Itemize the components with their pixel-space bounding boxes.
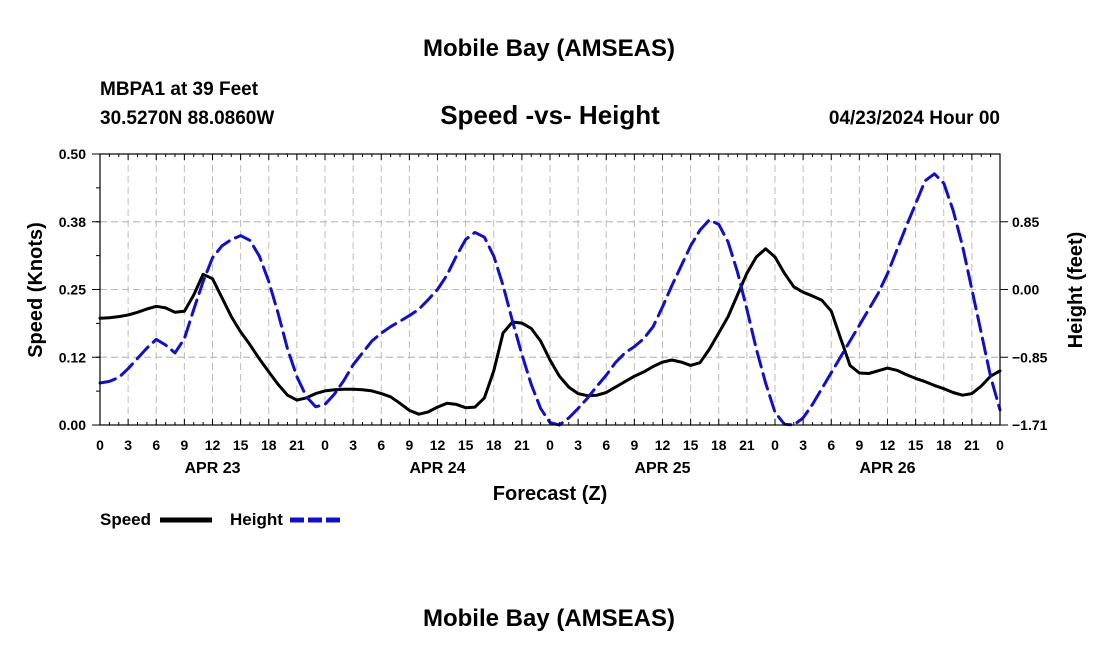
legend: Speed Height <box>100 510 342 529</box>
x-tick-label: 0 <box>96 437 104 453</box>
x-tick-label: 15 <box>683 437 699 453</box>
chart-title: Speed -vs- Height <box>440 100 660 130</box>
y-tick-label: 0.38 <box>59 214 86 230</box>
x-tick-label: 15 <box>458 437 474 453</box>
day-label: APR 24 <box>409 460 465 477</box>
day-label: APR 23 <box>184 460 240 477</box>
grid-lines <box>100 154 1000 426</box>
x-tick-label: 6 <box>827 437 835 453</box>
speed-series-line <box>98 247 1002 416</box>
x-tick-label: 3 <box>124 437 132 453</box>
x-tick-label: 18 <box>936 437 952 453</box>
x-tick-label: 12 <box>430 437 446 453</box>
y2-tick-label: 0.85 <box>1012 214 1039 230</box>
day-label: APR 25 <box>634 460 690 477</box>
x-tick-label: 3 <box>574 437 582 453</box>
station-coordinates: 30.5270N 88.0860W <box>100 108 274 129</box>
x-tick-label: 18 <box>486 437 502 453</box>
page-title: Mobile Bay (AMSEAS) <box>423 35 675 62</box>
x-tick-label: 12 <box>880 437 896 453</box>
y2-tick-label: −1.71 <box>1012 417 1048 433</box>
x-axis-label: Forecast (Z) <box>493 483 607 505</box>
x-tick-label: 3 <box>349 437 357 453</box>
x-tick-label: 15 <box>233 437 249 453</box>
y2-tick-label: −0.85 <box>1012 349 1048 365</box>
y-axis-label: Speed (Knots) <box>25 222 47 358</box>
x-tick-label: 9 <box>405 437 413 453</box>
x-tick-label: 21 <box>964 437 980 453</box>
x-tick-label: 6 <box>152 437 160 453</box>
axis-ticks: 0 3 6 9 12 15 18 21 0 3 6 9 12 15 18 21 0 3 6 9 12 15 18 21 0 3 6 9… <box>59 146 1048 477</box>
x-tick-label: 9 <box>180 437 188 453</box>
y2-tick-label: 0.00 <box>1012 282 1039 298</box>
x-tick-label: 12 <box>205 437 221 453</box>
legend-height-label: Height <box>230 510 283 529</box>
x-tick-label: 0 <box>321 437 329 453</box>
x-tick-label: 21 <box>739 437 755 453</box>
x-tick-label: 0 <box>996 437 1004 453</box>
x-tick-label: 12 <box>655 437 671 453</box>
x-tick-label: 21 <box>514 437 530 453</box>
x-tick-label: 18 <box>261 437 277 453</box>
x-tick-label: 0 <box>546 437 554 453</box>
x-tick-label: 9 <box>855 437 863 453</box>
y-tick-label: 0.12 <box>59 349 86 365</box>
y-tick-label: 0.00 <box>59 417 86 433</box>
x-tick-label: 21 <box>289 437 305 453</box>
x-tick-label: 3 <box>799 437 807 453</box>
x-tick-label: 18 <box>711 437 727 453</box>
footer-title: Mobile Bay (AMSEAS) <box>423 605 675 632</box>
x-tick-label: 0 <box>771 437 779 453</box>
y-tick-label: 0.25 <box>59 282 86 298</box>
run-time: 04/23/2024 Hour 00 <box>829 108 1000 129</box>
x-tick-label: 9 <box>630 437 638 453</box>
station-name-depth: MBPA1 at 39 Feet <box>100 79 259 100</box>
y-tick-label: 0.50 <box>59 146 86 162</box>
x-tick-label: 6 <box>602 437 610 453</box>
x-tick-label: 6 <box>377 437 385 453</box>
day-label: APR 26 <box>859 460 915 477</box>
y2-axis-label: Height (feet) <box>1065 232 1087 349</box>
legend-speed-label: Speed <box>100 510 151 529</box>
x-tick-label: 15 <box>908 437 924 453</box>
